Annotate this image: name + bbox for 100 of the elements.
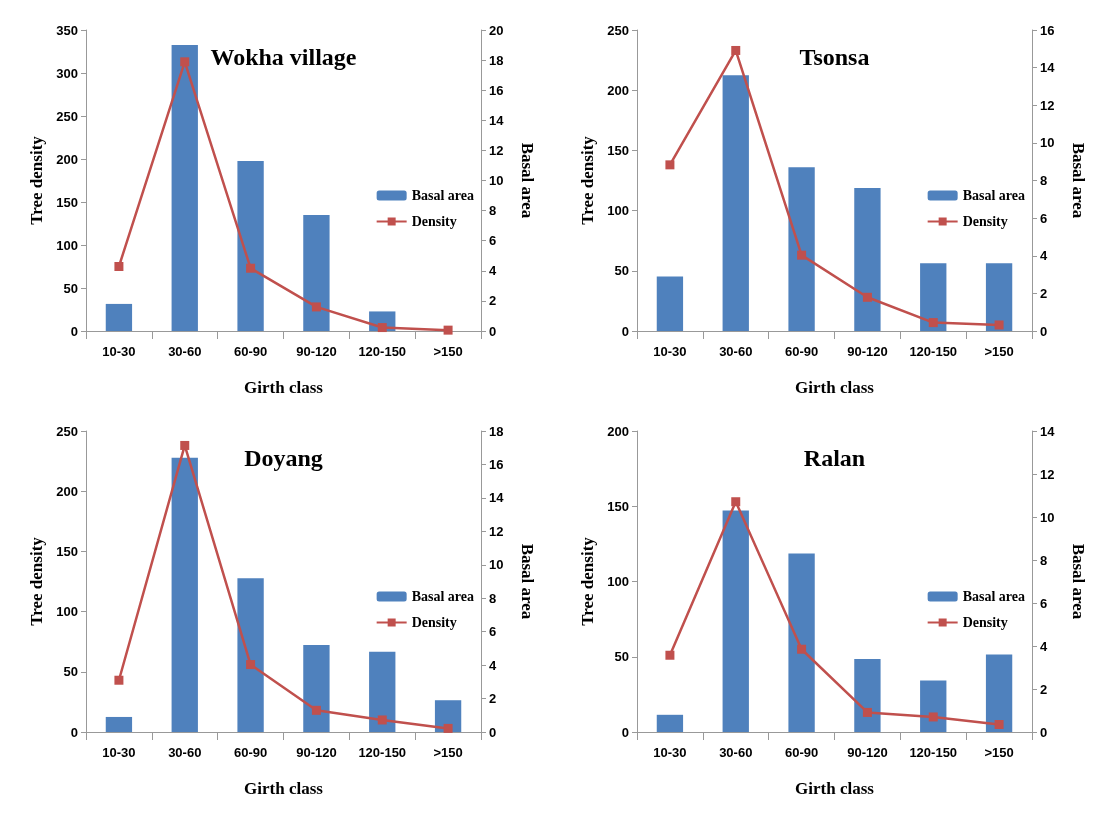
bar [722,75,749,331]
y2-tick-label: 4 [1040,248,1048,264]
y-tick-label: 50 [614,649,629,665]
bar [105,716,133,732]
y-tick-label: 350 [56,22,78,38]
bar [369,651,396,732]
point [928,318,938,328]
x-tick-label: 10-30 [102,344,136,359]
x-tick-label: 60-90 [233,745,268,760]
point [180,440,190,450]
x-tick-label: >150 [433,344,463,359]
y2-tick-label: 6 [489,233,497,249]
y-tick-label: 0 [621,724,629,740]
y-axis-title: Tree density [27,135,47,225]
bar [788,167,815,331]
y-tick-label: 250 [56,108,78,124]
y2-tick-label: 10 [1040,509,1055,525]
y-tick-label: 200 [607,423,629,439]
legend-label: Density [962,615,1008,630]
point [311,705,321,715]
legend-label: Basal area [411,589,475,604]
y-tick-label: 300 [56,65,78,81]
y-tick-label: 250 [56,423,78,439]
y-tick-label: 200 [56,483,78,499]
x-tick-label: 60-90 [784,344,819,359]
x-axis-title: Girth class [244,779,324,798]
y2-tick-label: 18 [489,52,504,68]
y-tick-label: 150 [56,543,78,559]
y2-tick-label: 10 [1040,135,1055,151]
legend-label: Density [411,214,457,229]
x-tick-label: 120-150 [358,745,407,760]
x-tick-label: 90-120 [296,344,337,359]
legend-label: Density [411,615,457,630]
x-tick-label: 90-120 [296,745,337,760]
bar [722,510,749,732]
x-tick-label: 120-150 [909,344,958,359]
x-tick-label: 90-120 [847,344,888,359]
y2-tick-label: 16 [489,82,504,98]
y2-tick-label: 8 [1040,552,1048,568]
y2-tick-label: 8 [489,203,497,219]
y2-tick-label: 14 [489,490,505,506]
x-tick-label: 60-90 [233,344,268,359]
y2-tick-label: 14 [1040,60,1056,76]
point [377,715,387,725]
bar [985,654,1013,732]
point [665,650,675,660]
bar [171,45,198,331]
x-tick-label: 30-60 [168,344,202,359]
point [114,675,124,685]
x-tick-label: >150 [984,745,1014,760]
y2-axis-title: Basal area [1069,543,1088,620]
point [928,712,938,722]
y2-tick-label: 2 [1040,681,1048,697]
point [246,660,256,670]
y-axis-title: Tree density [578,536,598,626]
y-tick-label: 100 [56,237,78,253]
y-tick-label: 0 [70,323,78,339]
y2-tick-label: 12 [1040,97,1055,113]
text: Ralan [803,445,866,471]
bar [237,160,264,331]
x-tick-label: 10-30 [653,745,687,760]
bar [105,303,133,331]
y-tick-label: 0 [621,323,629,339]
y2-tick-label: 0 [489,724,497,740]
point [994,719,1004,729]
y2-tick-label: 6 [1040,210,1048,226]
x-tick-label: 90-120 [847,745,888,760]
y2-tick-label: 6 [1040,595,1048,611]
y-tick-label: 150 [56,194,78,210]
y2-tick-label: 8 [489,590,497,606]
point [665,160,675,170]
y2-axis-title: Basal area [518,543,537,620]
point [180,57,190,67]
y-tick-label: 50 [63,280,78,296]
legend-label: Basal area [962,188,1026,203]
y2-tick-label: 18 [489,423,504,439]
bar [303,215,330,331]
y2-tick-label: 20 [489,22,504,38]
y2-tick-label: 4 [489,657,497,673]
bar [237,578,264,732]
y-tick-label: 50 [63,664,78,680]
y2-tick-label: 8 [1040,173,1048,188]
y-tick-label: 200 [607,82,629,98]
y2-tick-label: 0 [489,323,497,339]
y-tick-label: 250 [607,22,629,38]
y2-tick-label: 6 [489,624,497,640]
y2-tick-label: 0 [1040,323,1048,339]
bar [854,658,881,732]
point [377,323,387,333]
y2-tick-label: 16 [489,456,504,472]
legend-label: Basal area [411,188,475,203]
x-tick-label: 60-90 [784,745,819,760]
y-tick-label: 50 [614,263,629,279]
point [797,250,807,260]
y-tick-label: 200 [56,151,78,167]
point [994,320,1004,330]
y2-tick-label: 12 [489,142,504,158]
y-tick-label: 100 [56,604,78,620]
bar [788,553,815,732]
y2-tick-label: 14 [1040,423,1056,439]
